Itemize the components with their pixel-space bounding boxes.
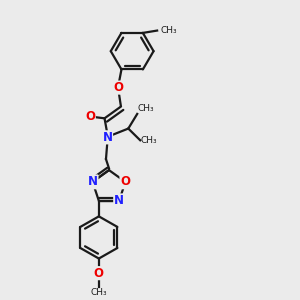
Text: N: N <box>103 131 112 144</box>
Text: O: O <box>113 81 124 94</box>
Text: CH₃: CH₃ <box>160 26 177 35</box>
Text: O: O <box>113 81 124 94</box>
Text: CH₃: CH₃ <box>141 136 158 145</box>
Text: N: N <box>114 194 124 207</box>
Text: CH₃: CH₃ <box>91 288 107 297</box>
Text: CH₃: CH₃ <box>138 104 154 113</box>
Text: O: O <box>85 110 95 123</box>
Text: O: O <box>120 176 130 188</box>
Text: N: N <box>88 176 98 188</box>
Text: O: O <box>94 267 104 280</box>
